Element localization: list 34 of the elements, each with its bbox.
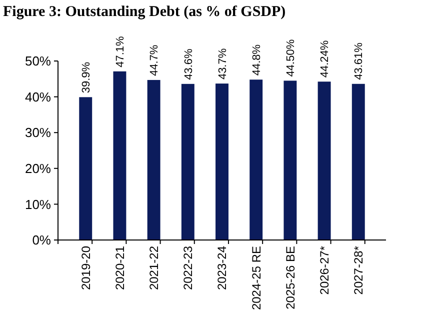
x-tick-label: 2026-27* — [317, 246, 332, 295]
x-tick-label: 2023-24 — [215, 246, 230, 290]
y-tick-label: 20% — [24, 160, 52, 176]
bar — [79, 97, 92, 240]
y-tick-label: 50% — [24, 54, 52, 69]
bar — [318, 82, 331, 240]
data-label: 43.61% — [353, 42, 366, 80]
data-label: 44.8% — [250, 44, 263, 76]
bar — [181, 84, 194, 240]
bar — [284, 80, 297, 240]
data-label: 39.9% — [80, 62, 92, 94]
x-tick-label: 2020-21 — [112, 246, 127, 290]
y-tick-label: 0% — [32, 232, 52, 248]
x-tick-label: 2019-20 — [78, 246, 93, 290]
x-tick-label: 2024-25 RE — [249, 246, 264, 310]
data-label: 43.7% — [216, 48, 229, 80]
bar — [250, 80, 263, 240]
x-tick-label: 2021-22 — [147, 246, 162, 290]
data-label: 44.24% — [319, 40, 332, 78]
data-label: 47.1% — [114, 36, 127, 68]
bar — [147, 80, 160, 240]
data-label: 44.50% — [285, 39, 298, 77]
x-tick-label: 2025-26 BE — [283, 246, 298, 310]
x-tick-label: 2022-23 — [181, 246, 196, 290]
data-label: 44.7% — [148, 44, 161, 76]
y-tick-label: 10% — [24, 196, 52, 212]
bar — [352, 84, 365, 240]
y-tick-label: 40% — [24, 89, 52, 104]
chart-title: Figure 3: Outstanding Debt (as % of GSDP) — [3, 4, 286, 20]
x-tick-label: 2027-28* — [352, 246, 366, 295]
y-tick-label: 30% — [24, 125, 52, 140]
data-label: 43.6% — [182, 48, 195, 80]
bar — [113, 71, 126, 240]
bar — [216, 84, 228, 240]
